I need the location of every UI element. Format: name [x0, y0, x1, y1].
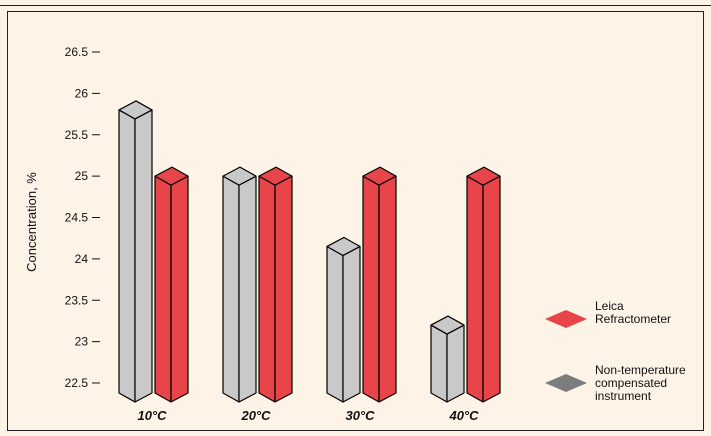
legend-label: compensated — [595, 376, 667, 390]
bar-left-face — [430, 324, 448, 403]
bar-top-face — [362, 166, 397, 186]
x-axis-labels: 10°C 20°C 30°C 40°C — [137, 408, 479, 423]
bar — [326, 236, 361, 403]
bar-right-face — [170, 175, 189, 403]
bar-left-face — [118, 109, 136, 403]
x-tick-label: 30°C — [345, 408, 375, 423]
legend-label: Refractometer — [595, 312, 671, 326]
y-tick-label: 23 — [75, 335, 89, 349]
y-tick-label: 26 — [75, 86, 89, 100]
x-tick-label: 10°C — [137, 408, 167, 423]
bar — [118, 100, 153, 403]
bar-top-face — [154, 166, 189, 186]
legend-swatch — [545, 310, 587, 328]
bar-left-face — [154, 175, 172, 403]
y-tick-label: 23.5 — [65, 293, 89, 307]
bar-right-face — [446, 324, 465, 403]
y-axis-label: Concentration, % — [24, 172, 39, 272]
bar-right-face — [378, 175, 397, 403]
bar — [222, 166, 257, 403]
bar-left-face — [362, 175, 380, 403]
y-tick-label: 26.5 — [65, 45, 89, 59]
legend-label: Leica — [595, 299, 624, 313]
x-tick-label: 20°C — [240, 408, 271, 423]
bar-top-face — [430, 315, 465, 335]
bar — [154, 166, 189, 403]
bar-left-face — [222, 175, 240, 403]
bar — [258, 166, 293, 403]
x-tick-label: 40°C — [448, 408, 479, 423]
bar-right-face — [238, 175, 257, 403]
bar — [466, 166, 501, 403]
bar-top-face — [326, 236, 361, 257]
bars — [118, 100, 501, 403]
y-tick-label: 24.5 — [65, 211, 89, 225]
bar-top-face — [466, 166, 501, 186]
bar-top-face — [118, 100, 153, 120]
bar-right-face — [274, 175, 293, 403]
legend-label: Non-temperature — [595, 363, 686, 377]
y-tick-label: 22.5 — [65, 376, 89, 390]
y-tick-label: 25.5 — [65, 128, 89, 142]
bar-left-face — [258, 175, 276, 403]
y-axis-ticks: 22.5 23 23.5 24 24.5 25 25.5 26 26.5 — [65, 45, 100, 390]
bar-right-face — [342, 245, 361, 403]
legend-label: instrument — [595, 389, 652, 403]
bar-top-face — [222, 166, 257, 186]
legend-swatch — [545, 374, 587, 392]
bar-right-face — [482, 175, 501, 403]
bar-left-face — [326, 245, 344, 403]
y-tick-label: 24 — [75, 252, 89, 266]
bar — [430, 315, 465, 403]
bar-top-face — [258, 166, 293, 186]
bar-right-face — [134, 109, 153, 403]
bar — [362, 166, 397, 403]
bar-left-face — [466, 175, 484, 403]
y-tick-label: 25 — [75, 169, 89, 183]
